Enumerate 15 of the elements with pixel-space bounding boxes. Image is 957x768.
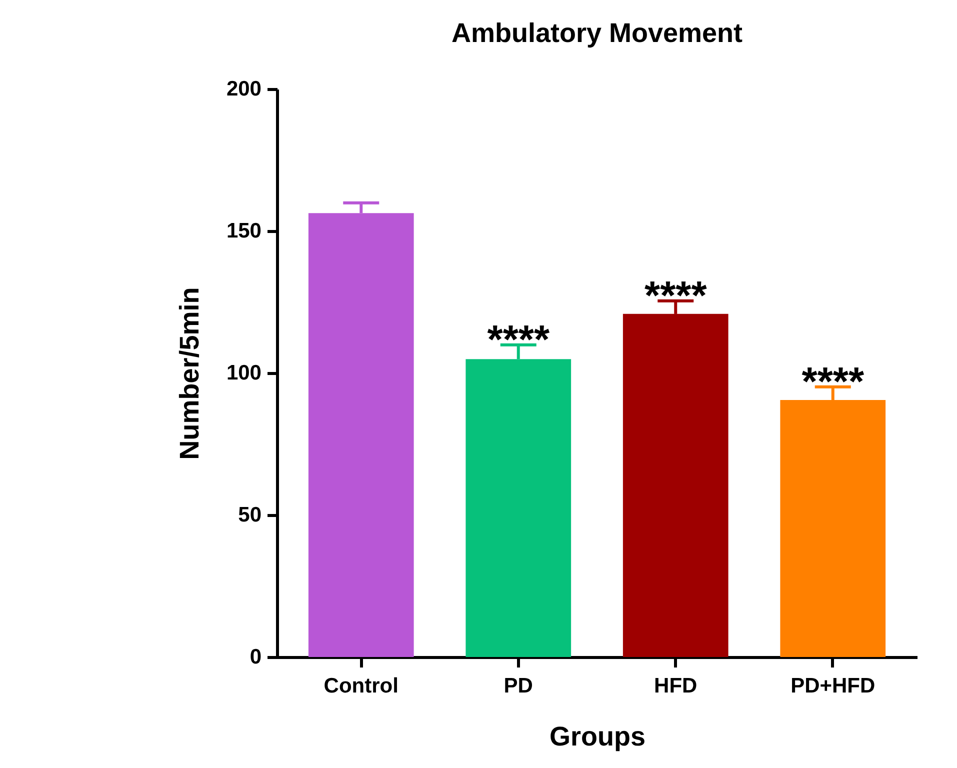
y-tick-label: 150 <box>226 220 262 242</box>
annotation: **** <box>644 274 708 318</box>
x-tick-label: PD+HFD <box>790 674 876 698</box>
y-tick-label: 50 <box>238 504 262 526</box>
x-tick-label: PD <box>504 674 533 698</box>
y-tick-label: 100 <box>226 362 262 384</box>
x-tick-label: HFD <box>654 674 698 698</box>
x-axis-title: Groups <box>549 722 646 752</box>
annotation: **** <box>802 360 864 404</box>
y-tick-label: 200 <box>226 78 262 100</box>
y-axis-title: Number/5min <box>174 287 204 460</box>
x-tick-label: Control <box>324 674 398 698</box>
y-tick-label: 0 <box>250 646 262 668</box>
annotation: **** <box>487 318 550 362</box>
chart-title: Ambulatory Movement <box>451 18 743 48</box>
